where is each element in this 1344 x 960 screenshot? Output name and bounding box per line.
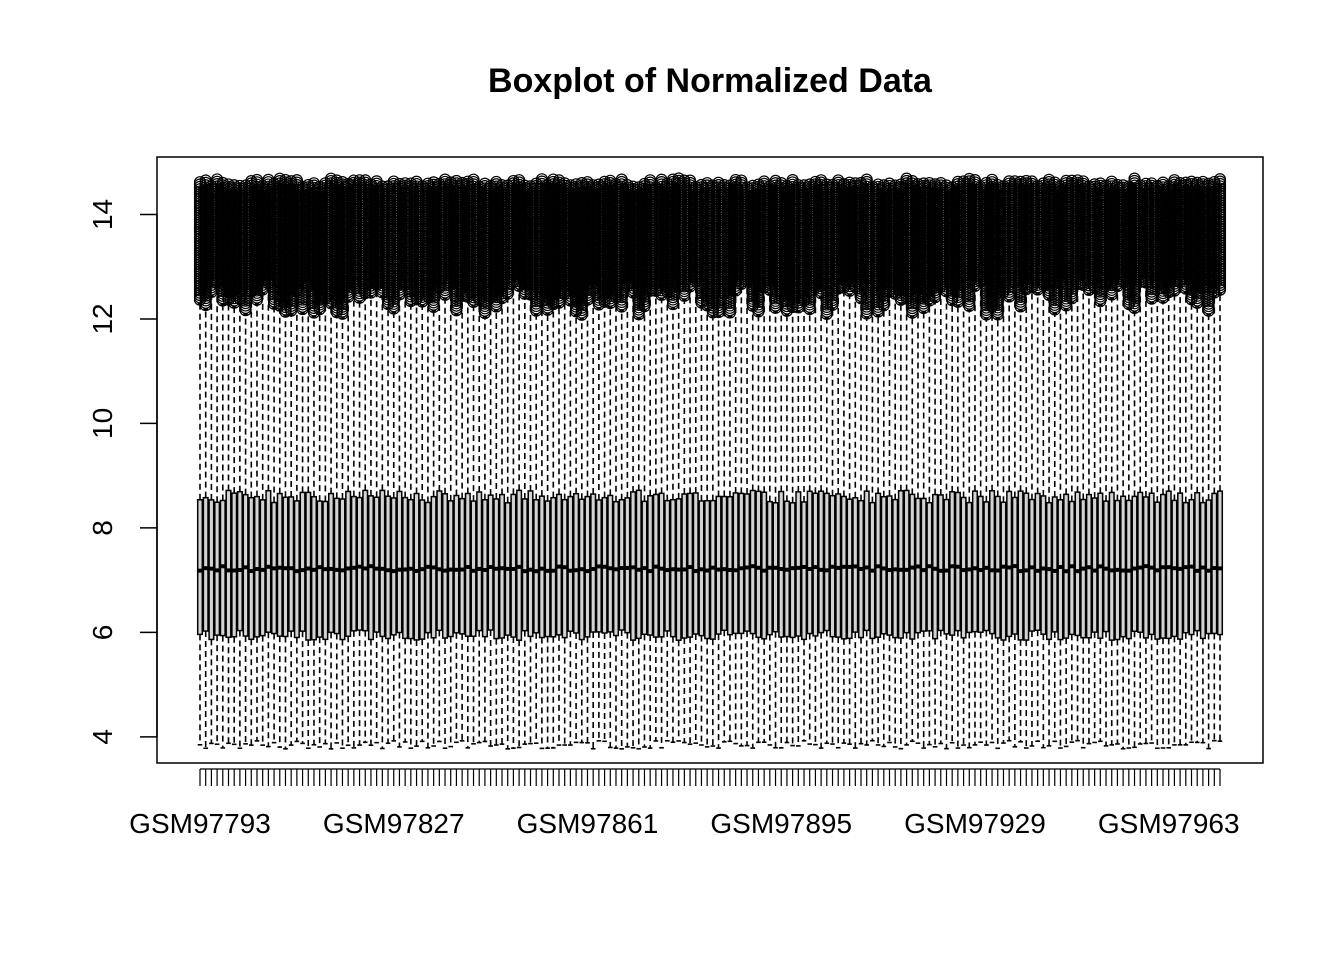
box — [373, 496, 380, 633]
box — [647, 495, 654, 636]
box — [590, 493, 597, 633]
box — [584, 495, 591, 638]
box — [236, 491, 243, 632]
box — [356, 496, 363, 631]
box — [384, 495, 392, 640]
box — [664, 499, 671, 632]
box — [681, 493, 688, 639]
box — [624, 497, 631, 634]
box — [259, 499, 266, 637]
box — [248, 496, 255, 641]
box — [521, 498, 528, 632]
box — [379, 489, 386, 638]
box — [533, 499, 540, 634]
box — [299, 491, 306, 632]
box — [333, 497, 340, 635]
box — [396, 490, 403, 634]
box — [305, 491, 312, 641]
box — [618, 498, 625, 631]
chart-title: Boxplot of Normalized Data — [488, 62, 933, 100]
box — [265, 489, 272, 633]
box — [550, 496, 557, 638]
box — [350, 495, 357, 632]
box — [635, 489, 642, 640]
box — [459, 497, 466, 635]
box — [470, 500, 477, 637]
box — [276, 492, 283, 637]
box — [413, 492, 420, 641]
box — [202, 496, 209, 632]
box — [607, 494, 614, 633]
box — [441, 493, 449, 639]
box — [231, 492, 238, 638]
box — [544, 500, 551, 638]
box — [464, 492, 471, 637]
box — [567, 495, 574, 632]
box — [390, 497, 397, 636]
box — [487, 494, 494, 631]
box — [196, 499, 204, 636]
box — [510, 493, 517, 638]
box — [225, 489, 232, 639]
box — [573, 492, 580, 634]
box — [288, 496, 295, 632]
box — [345, 490, 352, 638]
box — [328, 492, 335, 634]
box — [253, 495, 261, 638]
box — [476, 491, 483, 632]
box — [527, 490, 534, 638]
boxes-layer — [193, 172, 1227, 750]
box — [453, 494, 460, 634]
box — [658, 492, 665, 638]
box — [436, 490, 443, 632]
box — [362, 489, 369, 632]
